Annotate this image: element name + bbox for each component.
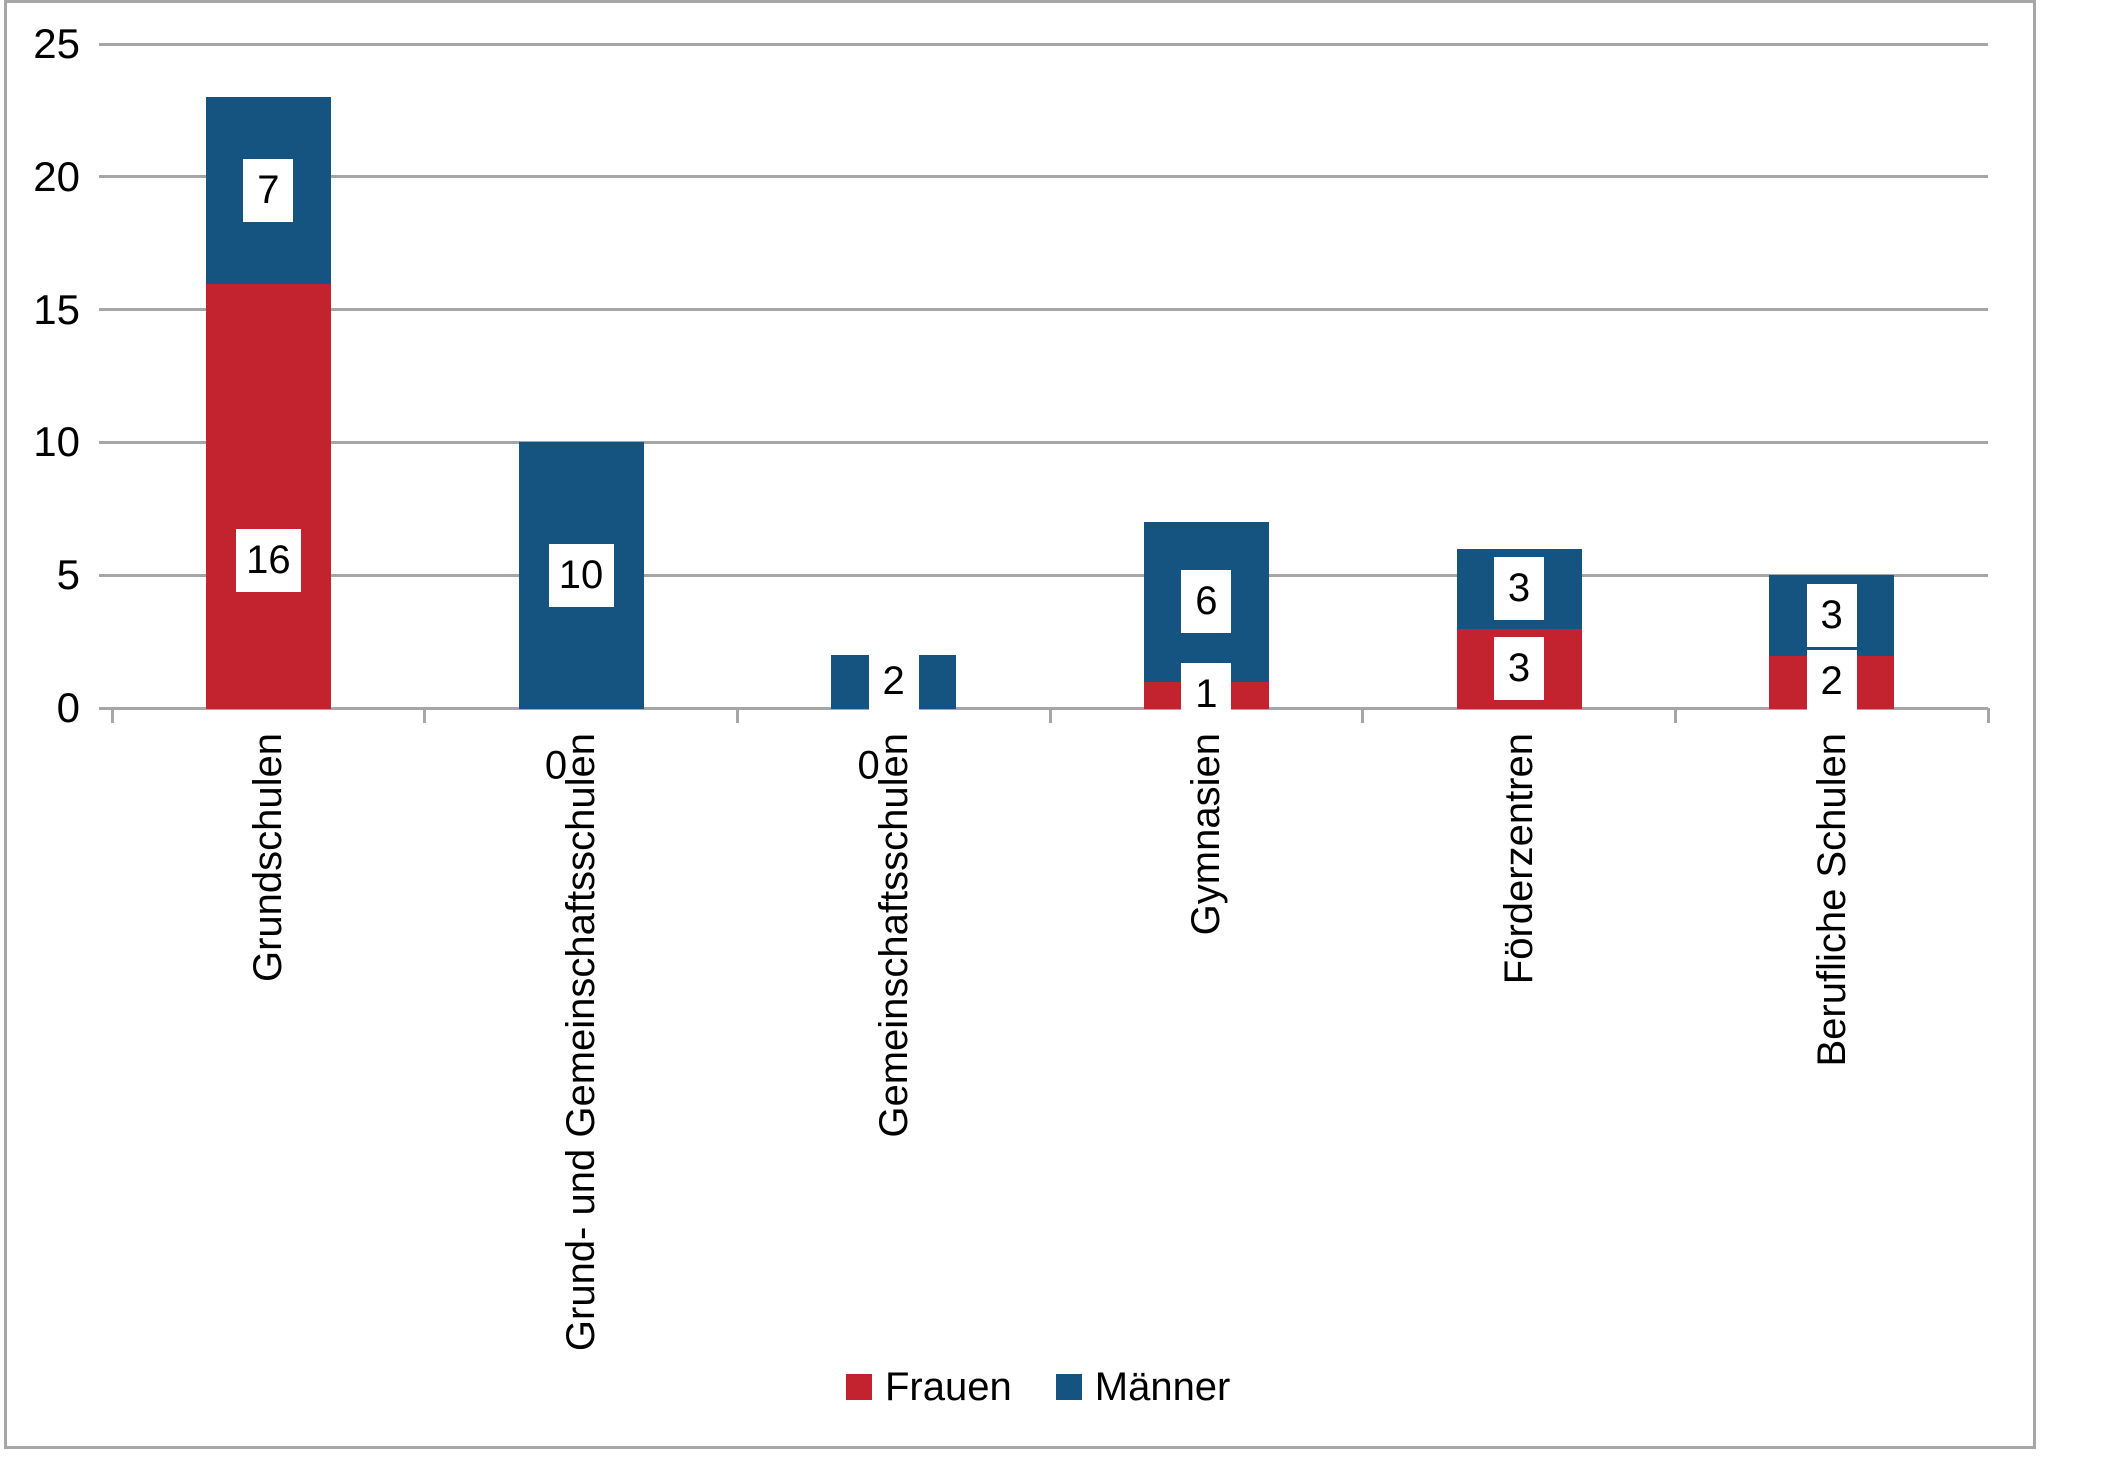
- y-tick-label: 10: [33, 418, 80, 466]
- x-axis-tick: [110, 708, 114, 723]
- category-label-text: Grundschulen: [246, 733, 291, 983]
- y-tick: [99, 175, 112, 179]
- y-gridline: [112, 573, 1988, 577]
- data-label: 3: [1494, 556, 1544, 620]
- data-label: 3: [1806, 583, 1857, 647]
- category-label-text: Gemeinschaftsschulen: [871, 733, 916, 1138]
- legend-item-maenner[interactable]: Männer: [1055, 1361, 1231, 1413]
- data-label: 6: [1181, 570, 1232, 634]
- data-label: 10: [548, 543, 614, 607]
- legend-item-frauen[interactable]: Frauen: [846, 1361, 1012, 1413]
- chart-border: [4, 0, 2036, 1449]
- y-gridline: [112, 42, 1988, 46]
- data-label: 2: [868, 649, 919, 713]
- data-label: 16: [235, 528, 301, 592]
- legend-swatch-frauen: [846, 1374, 872, 1400]
- category-label-text: Förderzentren: [1497, 733, 1541, 985]
- category-label-text: Gymnasien: [1184, 733, 1229, 936]
- y-gridline: [112, 440, 1988, 444]
- data-label: 2: [1806, 649, 1857, 713]
- x-axis-tick: [1986, 708, 1990, 723]
- legend: Frauen Männer: [846, 1361, 1230, 1413]
- data-label-zero: 0: [857, 743, 880, 788]
- y-gridline: [112, 308, 1988, 312]
- y-tick: [99, 706, 112, 710]
- x-axis-tick: [423, 708, 427, 723]
- data-label: 7: [243, 158, 294, 222]
- y-tick-label: 20: [33, 152, 80, 200]
- data-label: 3: [1494, 636, 1544, 700]
- x-axis-tick: [1361, 708, 1365, 723]
- y-tick-label: 0: [56, 684, 80, 731]
- legend-swatch-maenner: [1055, 1374, 1082, 1400]
- x-axis-tick: [1048, 708, 1052, 723]
- category-label-text: Berufliche Schulen: [1809, 733, 1854, 1067]
- data-label: 1: [1181, 663, 1232, 727]
- legend-label-frauen: Frauen: [885, 1365, 1012, 1409]
- y-tick: [99, 308, 112, 312]
- y-tick-label: 5: [56, 551, 80, 599]
- y-tick: [99, 573, 112, 577]
- x-axis-tick: [1673, 708, 1677, 723]
- legend-label-maenner: Männer: [1094, 1365, 1231, 1409]
- bar-segment-frauen[interactable]: [205, 283, 331, 709]
- x-axis-tick: [735, 708, 739, 723]
- y-tick-label: 15: [33, 285, 80, 333]
- y-tick-label: 25: [33, 20, 80, 67]
- category-label-text: Grund- und Gemeinschaftsschulen: [559, 733, 603, 1352]
- y-gridline: [112, 175, 1988, 179]
- y-tick: [99, 440, 112, 444]
- data-label-zero: 0: [544, 743, 568, 788]
- y-tick: [99, 42, 112, 46]
